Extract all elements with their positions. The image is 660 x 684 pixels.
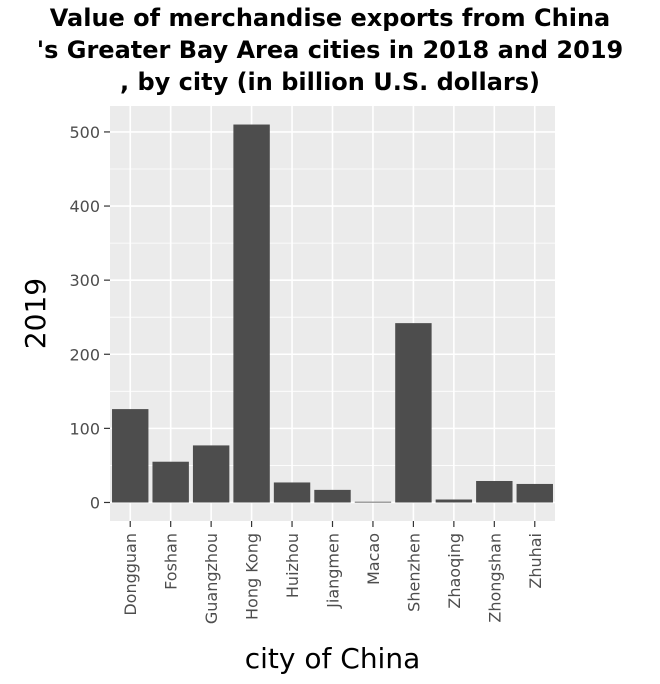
- bar-foshan: [152, 461, 189, 503]
- y-axis-title: 2019: [19, 278, 52, 349]
- bar-jiangmen: [314, 489, 351, 503]
- bars: [112, 124, 553, 503]
- x-tick-label: Shenzhen: [404, 533, 423, 612]
- chart-title-line-3: , by city (in billion U.S. dollars): [120, 68, 540, 96]
- y-tick-label: 0: [90, 493, 100, 512]
- x-axis: Dongguan Foshan Guangzhou Hong Kong Huizhou J…: [121, 521, 545, 624]
- x-tick-label: Zhuhai: [526, 533, 545, 589]
- x-tick-label: Zhongshan: [485, 533, 504, 623]
- x-tick-label: Jiangmen: [324, 533, 343, 609]
- bar-macao: [354, 501, 392, 503]
- x-tick-label: Huizhou: [283, 533, 302, 598]
- bar-shenzhen: [395, 323, 432, 503]
- bar-dongguan: [112, 409, 149, 503]
- bar-huizhou: [273, 482, 311, 503]
- y-tick-label: 300: [69, 271, 100, 290]
- bar-zhuhai: [516, 483, 553, 503]
- y-tick-label: 400: [69, 197, 100, 216]
- x-axis-title: city of China: [245, 642, 421, 675]
- bar-guangzhou: [192, 445, 230, 503]
- y-axis: 0 100 200 300 400 500: [69, 123, 110, 512]
- chart-title-line-1: Value of merchandise exports from China: [49, 4, 611, 32]
- y-tick-label: 100: [69, 419, 100, 438]
- chart-title-line-2: 's Greater Bay Area cities in 2018 and 2…: [36, 36, 624, 64]
- x-tick-label: Guangzhou: [202, 533, 221, 624]
- bar-hong-kong: [233, 124, 270, 503]
- bar-zhaoqing: [435, 499, 473, 503]
- x-tick-label: Zhaoqing: [445, 533, 464, 609]
- bar-zhongshan: [476, 480, 513, 503]
- y-tick-label: 200: [69, 345, 100, 364]
- x-tick-label: Hong Kong: [243, 533, 262, 620]
- x-tick-label: Foshan: [162, 533, 181, 590]
- x-tick-label: Dongguan: [121, 533, 140, 616]
- x-tick-label: Macao: [364, 533, 383, 585]
- y-tick-label: 500: [69, 123, 100, 142]
